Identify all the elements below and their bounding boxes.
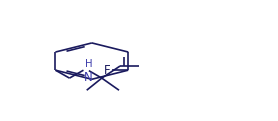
Text: H: H — [85, 59, 92, 69]
Text: N: N — [84, 71, 93, 84]
Text: F: F — [104, 64, 111, 77]
